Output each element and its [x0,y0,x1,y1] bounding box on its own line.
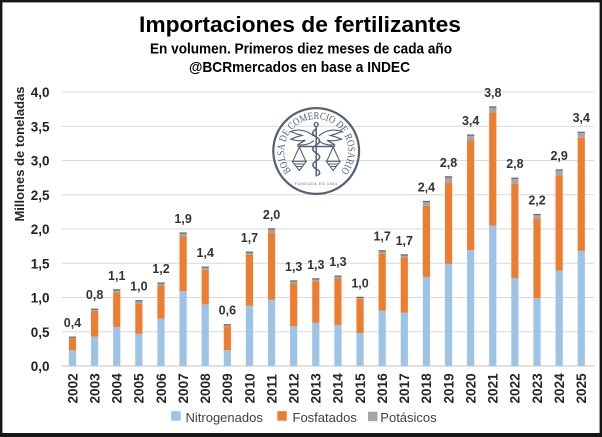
svg-text:2023: 2023 [530,373,545,404]
svg-text:2,0: 2,0 [263,208,280,222]
svg-text:1,7: 1,7 [373,230,390,244]
svg-text:2,2: 2,2 [528,193,545,207]
svg-text:2,9: 2,9 [550,149,567,163]
svg-text:2016: 2016 [375,373,390,404]
svg-text:2022: 2022 [508,373,523,404]
svg-text:1,1: 1,1 [108,269,125,283]
svg-text:0,8: 0,8 [86,288,103,302]
svg-text:2,8: 2,8 [506,157,523,171]
svg-text:2006: 2006 [154,373,169,404]
svg-text:2007: 2007 [176,373,191,403]
svg-text:2019: 2019 [441,373,456,404]
svg-text:0,5: 0,5 [31,325,50,340]
svg-text:1,3: 1,3 [329,255,346,269]
svg-text:2004: 2004 [110,373,125,404]
svg-text:2011: 2011 [264,374,279,404]
svg-text:2,4: 2,4 [418,180,435,194]
svg-text:En volumen. Primeros diez mese: En volumen. Primeros diez meses de cada … [150,41,452,58]
svg-text:1,4: 1,4 [197,246,214,260]
svg-text:0,6: 0,6 [219,304,236,318]
svg-text:1,3: 1,3 [285,260,302,274]
svg-text:3,0: 3,0 [31,154,50,169]
svg-text:2009: 2009 [220,373,235,404]
svg-text:FUNDADA EN 1884: FUNDADA EN 1884 [295,182,338,186]
svg-text:2,8: 2,8 [440,156,457,170]
svg-text:2010: 2010 [242,373,257,403]
svg-text:Potásicos: Potásicos [380,410,437,425]
svg-text:2,0: 2,0 [31,222,50,237]
svg-text:2013: 2013 [309,373,324,404]
svg-text:Fosfatados: Fosfatados [293,410,358,425]
svg-text:1,9: 1,9 [174,212,191,226]
svg-text:2021: 2021 [486,373,501,404]
svg-text:2020: 2020 [463,373,478,403]
svg-text:1,7: 1,7 [241,231,258,245]
svg-text:2005: 2005 [132,373,147,404]
svg-text:4,0: 4,0 [31,85,50,100]
svg-text:0,0: 0,0 [31,359,50,374]
svg-text:2,5: 2,5 [31,188,50,203]
svg-text:3,4: 3,4 [462,114,479,128]
svg-text:@BCRmercados en base a INDEC: @BCRmercados en base a INDEC [189,59,410,76]
svg-text:3,5: 3,5 [31,119,50,134]
svg-text:2024: 2024 [552,373,567,404]
svg-text:1,0: 1,0 [31,291,50,306]
svg-text:3,8: 3,8 [484,86,501,100]
svg-text:1,0: 1,0 [130,280,147,294]
svg-text:2025: 2025 [574,373,589,404]
svg-text:2008: 2008 [198,373,213,404]
svg-text:2002: 2002 [65,373,80,404]
svg-text:2003: 2003 [87,373,102,404]
svg-text:0,4: 0,4 [64,316,81,330]
svg-text:1,2: 1,2 [152,262,169,276]
svg-text:2012: 2012 [287,373,302,404]
svg-text:1,7: 1,7 [396,234,413,248]
svg-text:1,0: 1,0 [351,276,368,290]
svg-text:3,4: 3,4 [573,111,590,125]
svg-text:2017: 2017 [397,373,412,403]
svg-text:2018: 2018 [419,373,434,404]
svg-text:2015: 2015 [353,373,368,404]
svg-text:2014: 2014 [331,373,346,404]
svg-text:1,3: 1,3 [307,258,324,272]
svg-text:Importaciones de fertilizantes: Importaciones de fertilizantes [139,12,461,37]
svg-text:Millones de toneladas: Millones de toneladas [12,86,27,221]
svg-text:1,5: 1,5 [31,256,50,271]
svg-text:Nitrogenados: Nitrogenados [186,410,264,425]
